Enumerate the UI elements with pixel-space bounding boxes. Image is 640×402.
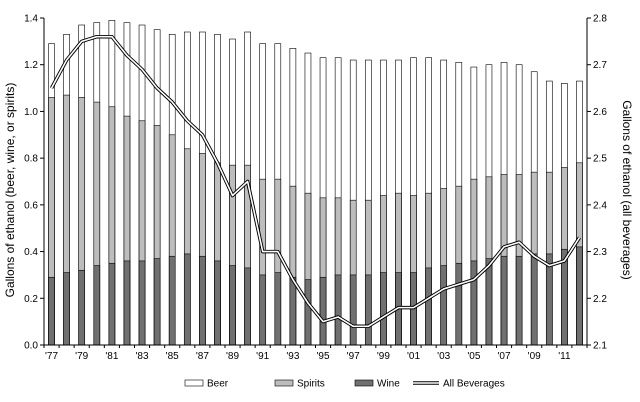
bar-wine (561, 249, 567, 345)
x-tick-label: '85 (166, 351, 179, 362)
x-tick-label: '81 (105, 351, 118, 362)
legend-label-spirits: Spirits (297, 379, 325, 390)
legend-swatch-wine (355, 380, 373, 386)
y-tick-label-right: 2.6 (593, 107, 607, 118)
bar-wine (501, 256, 507, 345)
line-layer (52, 37, 580, 327)
x-tick-label: '93 (286, 351, 299, 362)
bar-wine (64, 273, 70, 345)
bar-wine (531, 254, 537, 345)
line-all-beverages-outline (52, 37, 580, 327)
bar-wine (184, 254, 190, 345)
bar-wine (245, 268, 251, 345)
y-tick-label-left: 1.2 (24, 60, 38, 71)
y-tick-label-left: 1.0 (24, 107, 38, 118)
y-tick-label-left: 0.6 (24, 200, 38, 211)
x-tick-label: '95 (317, 351, 330, 362)
x-tick-label: '05 (467, 351, 480, 362)
y-tick-label-right: 2.3 (593, 247, 607, 258)
bar-wine (426, 268, 432, 345)
bar-wine (230, 266, 236, 345)
y-tick-label-right: 2.2 (593, 294, 607, 305)
bar-wine (79, 270, 85, 345)
bar-wine (456, 263, 462, 345)
bar-wine (94, 266, 100, 345)
legend-label-all-beverages: All Beverages (443, 379, 505, 390)
x-tick-label: '87 (196, 351, 209, 362)
bar-wine (290, 277, 296, 345)
x-tick-label: '89 (226, 351, 239, 362)
y-axis-label-left: Gallons of ethanol (beer, wine, or spiri… (3, 83, 17, 298)
bar-wine (109, 263, 115, 345)
x-tick-label: '03 (437, 351, 450, 362)
line-all-beverages (52, 37, 580, 327)
x-tick-label: '97 (347, 351, 360, 362)
bar-wine (546, 254, 552, 345)
x-tick-label: '91 (256, 351, 269, 362)
x-tick-label: '01 (407, 351, 420, 362)
legend-label-beer: Beer (207, 379, 229, 390)
bar-wine (199, 256, 205, 345)
y-tick-label-right: 2.8 (593, 14, 607, 25)
y-tick-label-left: 0.4 (24, 247, 38, 258)
bar-wine (275, 273, 281, 345)
legend-swatch-beer (185, 380, 203, 386)
bar-wine (320, 277, 326, 345)
x-tick-label: '07 (498, 351, 511, 362)
bar-wine (380, 273, 386, 345)
bar-wine (365, 275, 371, 345)
bar-wine (516, 256, 522, 345)
bar-wine (214, 261, 220, 345)
x-tick-label: '79 (75, 351, 88, 362)
bar-wine (486, 259, 492, 345)
x-tick-label: '09 (528, 351, 541, 362)
legend-swatch-spirits (275, 380, 293, 386)
y-tick-label-left: 0.0 (24, 341, 38, 352)
bar-wine (350, 275, 356, 345)
y-axis-label-right: Gallons of ethanol (all beverages) (620, 100, 634, 279)
bar-wine (441, 266, 447, 345)
y-tick-label-left: 1.4 (24, 14, 38, 25)
bar-wine (49, 277, 55, 345)
y-tick-label-left: 0.8 (24, 154, 38, 165)
bar-wine (154, 259, 160, 345)
legend-label-wine: Wine (377, 379, 400, 390)
bar-wine (139, 261, 145, 345)
y-tick-label-left: 0.2 (24, 294, 38, 305)
chart: 0.0 0.2 0.4 0.6 0.8 1.0 1.2 1.4 2.1 2.2 2.3 2.4 2.5 2… (0, 0, 640, 402)
y-tick-label-right: 2.4 (593, 200, 607, 211)
x-tick-label: '77 (45, 351, 58, 362)
bar-wine (260, 275, 266, 345)
y-tick-label-right: 2.5 (593, 154, 607, 165)
bar-wine (471, 261, 477, 345)
x-tick-label: '83 (136, 351, 149, 362)
x-tick-label: '11 (558, 351, 571, 362)
bar-wine (169, 256, 175, 345)
y-tick-label-right: 2.1 (593, 341, 607, 352)
bars-layer (49, 20, 583, 345)
bar-wine (124, 261, 130, 345)
x-tick-label: '99 (377, 351, 390, 362)
legend: Beer Spirits Wine All Beverages (185, 379, 505, 390)
bar-wine (576, 247, 582, 345)
bar-wine (335, 275, 341, 345)
y-tick-label-right: 2.7 (593, 60, 607, 71)
bar-wine (305, 280, 311, 345)
